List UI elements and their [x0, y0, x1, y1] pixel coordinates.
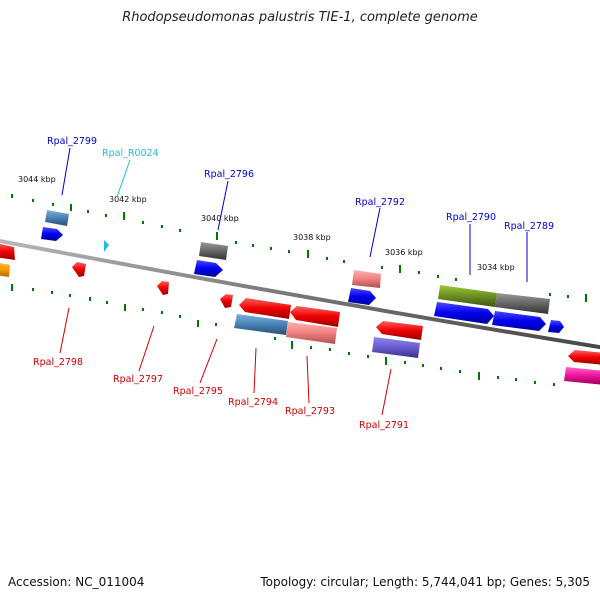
- gene-rpal-2789[interactable]: [492, 311, 546, 331]
- gene-rpal-2791-upper[interactable]: [376, 321, 423, 340]
- gene-rpal-2790[interactable]: [434, 302, 494, 324]
- gene-label-rpal-2799: Rpal_2799: [47, 136, 97, 147]
- gene-rpal-2794-upper[interactable]: [239, 298, 291, 319]
- kbp-label-3038: 3038 kbp: [293, 233, 331, 242]
- gene-label-rpal-2792: Rpal_2792: [355, 197, 405, 208]
- kbp-label-3036: 3036 kbp: [385, 248, 423, 257]
- topology-text: Topology: circular; Length: 5,744,041 bp…: [260, 575, 590, 589]
- gene-label-rpal-2796: Rpal_2796: [204, 169, 254, 180]
- gene-rpal-2794[interactable]: [234, 314, 288, 335]
- gene-label-rpal-2795: Rpal_2795: [173, 386, 223, 397]
- bottom-leader-lines: [59, 307, 392, 416]
- gene-right-edge-red[interactable]: [568, 350, 600, 365]
- forward-strand-genes: [41, 210, 564, 333]
- gene-rpal-2790-upper[interactable]: [438, 285, 497, 307]
- gene-small-forward[interactable]: [548, 320, 564, 333]
- gene-right-edge-magenta[interactable]: [564, 367, 600, 385]
- accession-text: Accession: NC_011004: [8, 575, 145, 589]
- gene-rpal-2796[interactable]: [194, 260, 223, 277]
- gene-label-rpal-2797: Rpal_2797: [113, 374, 163, 385]
- gene-rpal-2793-upper[interactable]: [290, 306, 340, 327]
- gene-rpal-2795[interactable]: [220, 294, 233, 308]
- kbp-label-3034: 3034 kbp: [477, 263, 515, 272]
- top-leader-lines: [61, 147, 528, 282]
- rna-rpal-r0024[interactable]: [104, 240, 109, 252]
- gene-rpal-2792-upper[interactable]: [352, 270, 381, 288]
- top-gene-labels: Rpal_2799 Rpal_R0024 Rpal_2796 Rpal_2792…: [47, 136, 554, 232]
- gene-label-rpal-2793: Rpal_2793: [285, 406, 335, 417]
- gene-left-edge-red[interactable]: [0, 243, 15, 260]
- gene-label-rpal-r0024: Rpal_R0024: [102, 148, 159, 159]
- gene-rpal-2789-upper[interactable]: [495, 293, 550, 314]
- gene-label-rpal-2798: Rpal_2798: [33, 357, 83, 368]
- genome-backbone: [0, 238, 600, 350]
- gene-label-rpal-2790: Rpal_2790: [446, 212, 496, 223]
- gene-rpal-2799[interactable]: [41, 227, 63, 241]
- gene-label-rpal-2791: Rpal_2791: [359, 420, 409, 431]
- map-title: Rhodopseudomonas palustris TIE-1, comple…: [122, 10, 478, 25]
- gene-label-rpal-2794: Rpal_2794: [228, 397, 278, 408]
- gene-rpal-2799-upper[interactable]: [45, 210, 69, 226]
- inner-tick-ring: [11, 284, 555, 386]
- reverse-strand-genes: [0, 243, 600, 385]
- gene-left-edge-orange[interactable]: [0, 262, 10, 277]
- gene-rpal-2798[interactable]: [72, 262, 86, 277]
- gene-rpal-2793[interactable]: [286, 322, 337, 344]
- gene-rpal-2796-upper[interactable]: [199, 242, 228, 260]
- bottom-gene-labels: Rpal_2798 Rpal_2797 Rpal_2795 Rpal_2794 …: [33, 357, 409, 431]
- kbp-label-3042: 3042 kbp: [109, 195, 147, 204]
- kbp-label-3044: 3044 kbp: [18, 175, 56, 184]
- gene-rpal-2791[interactable]: [372, 337, 420, 358]
- gene-rpal-2792[interactable]: [348, 288, 376, 305]
- gene-label-rpal-2789: Rpal_2789: [504, 221, 554, 232]
- outer-tick-ring: [11, 194, 587, 302]
- gene-rpal-2797[interactable]: [157, 281, 169, 295]
